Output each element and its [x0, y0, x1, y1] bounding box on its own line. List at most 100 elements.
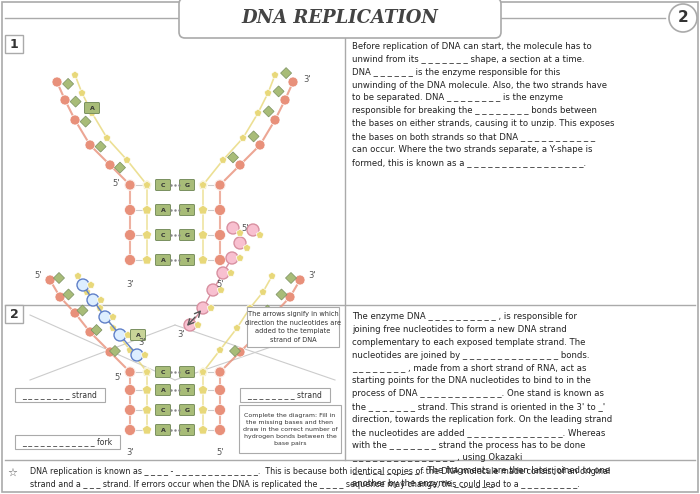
Text: G: G: [184, 182, 190, 188]
Circle shape: [270, 308, 280, 318]
FancyBboxPatch shape: [179, 424, 195, 436]
Polygon shape: [198, 255, 208, 264]
Text: The enzyme DNA _ _ _ _ _ _ _ _ _ _ , is responsible for
joining free nucleotides: The enzyme DNA _ _ _ _ _ _ _ _ _ _ , is …: [352, 312, 612, 488]
Text: ☆: ☆: [7, 468, 17, 478]
Polygon shape: [256, 231, 264, 238]
Text: T: T: [185, 427, 189, 433]
Polygon shape: [124, 331, 132, 338]
Polygon shape: [199, 368, 206, 375]
Polygon shape: [144, 181, 150, 188]
Polygon shape: [228, 152, 239, 163]
Text: 2: 2: [678, 10, 688, 26]
Text: 3': 3': [138, 338, 146, 347]
Polygon shape: [123, 156, 131, 163]
Text: C: C: [161, 233, 165, 238]
Text: T: T: [185, 387, 189, 393]
Circle shape: [125, 405, 136, 415]
FancyBboxPatch shape: [155, 367, 171, 377]
Polygon shape: [74, 272, 82, 279]
Circle shape: [247, 224, 259, 236]
Circle shape: [214, 230, 225, 241]
Circle shape: [226, 252, 238, 264]
FancyBboxPatch shape: [179, 405, 195, 415]
Text: A: A: [136, 332, 141, 337]
Circle shape: [207, 284, 219, 296]
Polygon shape: [103, 134, 111, 141]
Circle shape: [214, 254, 225, 265]
Polygon shape: [80, 116, 91, 127]
Text: 3': 3': [126, 280, 134, 289]
Polygon shape: [262, 305, 273, 316]
Circle shape: [215, 180, 225, 190]
Polygon shape: [264, 89, 272, 96]
Text: A: A: [160, 427, 165, 433]
Polygon shape: [142, 367, 152, 376]
Polygon shape: [259, 288, 267, 295]
Text: 3': 3': [303, 76, 311, 84]
Polygon shape: [142, 425, 152, 434]
Polygon shape: [71, 71, 79, 78]
FancyBboxPatch shape: [179, 179, 195, 191]
Polygon shape: [53, 273, 64, 284]
Text: _ _ _ _ _ _ _ _ strand: _ _ _ _ _ _ _ _ strand: [248, 390, 323, 400]
Polygon shape: [228, 269, 234, 276]
Circle shape: [197, 302, 209, 314]
Polygon shape: [219, 156, 227, 163]
Text: G: G: [184, 370, 190, 374]
Polygon shape: [78, 89, 86, 96]
Circle shape: [77, 279, 89, 291]
Text: T: T: [185, 207, 189, 212]
Polygon shape: [246, 304, 254, 311]
FancyBboxPatch shape: [179, 0, 501, 38]
Polygon shape: [142, 180, 152, 189]
Polygon shape: [142, 230, 152, 239]
Polygon shape: [62, 79, 74, 89]
Circle shape: [280, 95, 290, 105]
Text: 2: 2: [10, 307, 18, 321]
FancyBboxPatch shape: [179, 367, 195, 377]
FancyBboxPatch shape: [179, 254, 195, 265]
Text: T: T: [185, 257, 189, 262]
Circle shape: [55, 292, 65, 302]
Polygon shape: [271, 71, 279, 78]
Polygon shape: [144, 368, 150, 375]
Circle shape: [288, 77, 298, 87]
Polygon shape: [198, 385, 208, 394]
Bar: [15, 435, 120, 449]
Circle shape: [125, 384, 136, 396]
Circle shape: [125, 367, 135, 377]
Polygon shape: [109, 345, 120, 357]
Text: 5': 5': [115, 372, 122, 381]
FancyBboxPatch shape: [130, 329, 146, 340]
Text: Complete the diagram: Fill in
the missing bases and then
draw in the correct num: Complete the diagram: Fill in the missin…: [243, 412, 337, 446]
Text: 1: 1: [10, 38, 18, 50]
Text: 3': 3': [177, 330, 185, 339]
Circle shape: [70, 115, 80, 125]
Text: A: A: [90, 106, 95, 111]
Circle shape: [105, 160, 115, 170]
Bar: [5, 305, 23, 323]
Circle shape: [85, 140, 95, 150]
Circle shape: [270, 115, 280, 125]
Circle shape: [235, 160, 245, 170]
Circle shape: [215, 367, 225, 377]
Circle shape: [217, 267, 229, 279]
Text: 5': 5': [34, 271, 42, 280]
Polygon shape: [268, 272, 276, 279]
Polygon shape: [233, 324, 241, 331]
Polygon shape: [198, 425, 208, 434]
FancyBboxPatch shape: [155, 405, 171, 415]
Bar: [240, 388, 330, 402]
Text: 5': 5': [216, 448, 224, 457]
Polygon shape: [109, 324, 117, 331]
Text: 3': 3': [126, 448, 134, 457]
Polygon shape: [254, 109, 262, 116]
Polygon shape: [198, 180, 208, 189]
Polygon shape: [115, 162, 125, 173]
Text: DNA replication is known as _ _ _ _ - _ _ _ _ _ _ _ _ _ _ _ _ _.  This is becaus: DNA replication is known as _ _ _ _ - _ …: [30, 467, 610, 489]
Polygon shape: [96, 304, 104, 311]
Circle shape: [52, 77, 62, 87]
Bar: [15, 388, 105, 402]
Circle shape: [214, 384, 225, 396]
Polygon shape: [63, 289, 74, 300]
